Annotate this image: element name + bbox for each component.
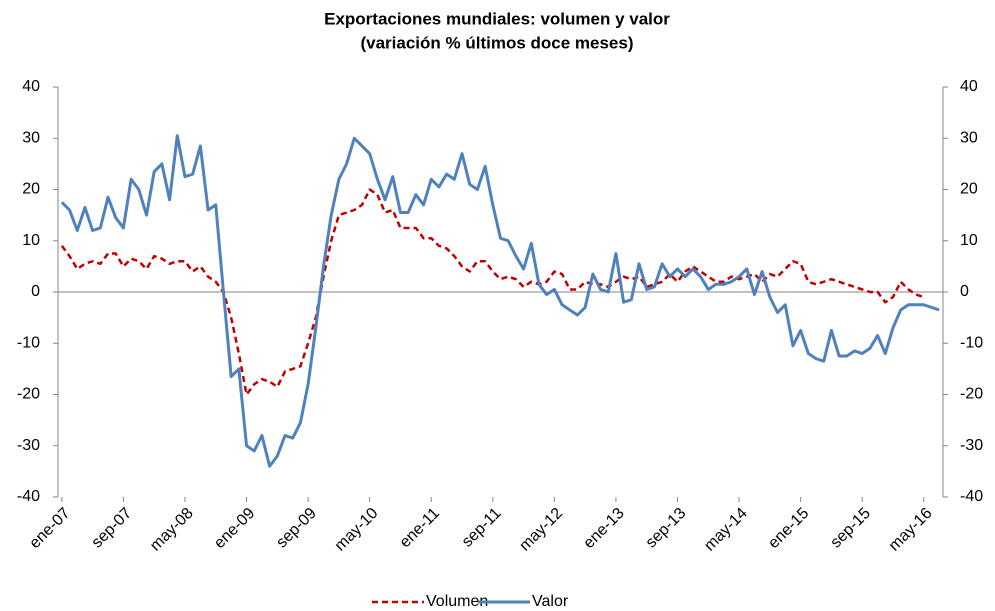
x-tick-label: may-08 [147, 505, 197, 555]
series-line [60, 134, 940, 468]
y-tick-label: 40 [22, 78, 40, 95]
y2-tick-label: -20 [960, 386, 983, 403]
y2-tick-label: 40 [960, 78, 978, 95]
y-tick-label: 20 [22, 181, 40, 198]
x-tick-label: may-14 [701, 505, 751, 555]
legend-label: Valor [532, 593, 569, 610]
x-tick-label: sep-15 [827, 505, 874, 552]
y2-tick-label: 30 [960, 129, 978, 146]
x-tick-label: may-10 [332, 505, 382, 555]
x-tick-label: sep-09 [273, 505, 320, 552]
y2-tick-label: 10 [960, 232, 978, 249]
y-tick-label: -30 [17, 437, 40, 454]
y-tick-label: -40 [17, 488, 40, 505]
y-tick-label: 10 [22, 232, 40, 249]
x-tick-label: ene-13 [580, 505, 627, 552]
y2-tick-label: 20 [960, 181, 978, 198]
x-tick-label: sep-13 [643, 505, 690, 552]
x-tick-label: may-16 [886, 505, 936, 555]
x-tick-label: sep-07 [89, 505, 136, 552]
chart-title: Exportaciones mundiales: volumen y valor [324, 9, 670, 28]
y-tick-label: -10 [17, 334, 40, 351]
x-tick-label: ene-09 [211, 505, 258, 552]
x-tick-label: ene-07 [26, 505, 73, 552]
x-tick-label: sep-11 [459, 505, 505, 551]
y2-tick-label: 0 [960, 283, 969, 300]
x-tick-label: ene-11 [397, 505, 443, 551]
y-tick-label: -20 [17, 386, 40, 403]
chart-subtitle: (variación % últimos doce meses) [360, 33, 633, 52]
series-line [60, 188, 925, 396]
y2-tick-label: -30 [960, 437, 983, 454]
x-tick-label: ene-15 [765, 505, 812, 552]
y-tick-label: 30 [22, 129, 40, 146]
legend-label: Volumen [426, 593, 488, 610]
y-tick-label: 0 [31, 283, 40, 300]
y2-tick-label: -40 [960, 488, 983, 505]
x-tick-label: may-12 [516, 505, 566, 555]
y2-tick-label: -10 [960, 334, 983, 351]
